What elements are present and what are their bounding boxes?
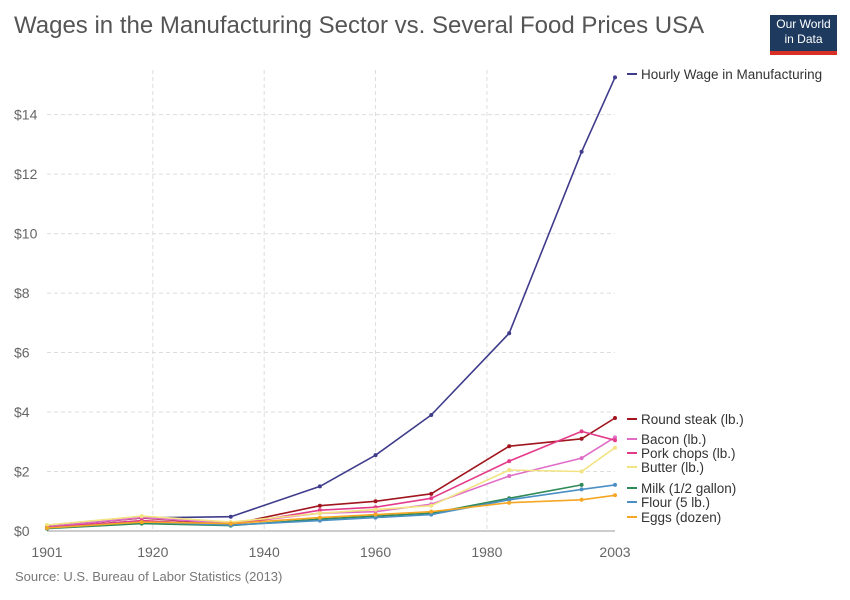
logo-text-line2: in Data [784, 32, 823, 46]
x-tick-label: 2003 [599, 544, 630, 560]
y-tick-label: $0 [14, 523, 30, 539]
data-point-butter-lb [317, 511, 322, 516]
data-point-bacon-lb [579, 456, 584, 461]
x-tick-label: 1920 [137, 544, 168, 560]
x-tick-label: 1940 [249, 544, 280, 560]
legend-label-eggs-dozen: Eggs (dozen) [641, 510, 721, 525]
y-tick-label: $12 [14, 166, 38, 182]
data-point-flour-5-lb [373, 515, 378, 520]
y-tick-label: $8 [14, 285, 30, 301]
legend-label-bacon-lb: Bacon (lb.) [641, 432, 706, 447]
data-point-eggs-dozen [228, 521, 233, 526]
data-point-hourly-wage-in-manufacturing [579, 149, 584, 154]
legend-label-milk-1-2-gallon: Milk (1/2 gallon) [641, 481, 736, 496]
y-tick-label: $10 [14, 226, 38, 242]
series-lines [45, 75, 617, 531]
x-tick-label: 1960 [360, 544, 391, 560]
series-line-hourly-wage-in-manufacturing [46, 77, 616, 528]
data-point-butter-lb [579, 469, 584, 474]
legend: Hourly Wage in Manufacturing Round steak … [627, 67, 822, 525]
data-point-bacon-lb [507, 473, 512, 478]
data-point-flour-5-lb [507, 497, 512, 502]
y-tick-label: $14 [14, 107, 38, 123]
logo-text-line1: Our World [776, 17, 831, 31]
data-point-hourly-wage-in-manufacturing [613, 75, 617, 80]
data-point-hourly-wage-in-manufacturing [228, 514, 233, 519]
data-point-butter-lb [429, 503, 434, 508]
data-point-pork-chops-lb [579, 429, 584, 434]
data-point-bacon-lb [613, 435, 617, 440]
data-point-flour-5-lb [613, 482, 617, 487]
data-point-hourly-wage-in-manufacturing [317, 484, 322, 489]
series-line-eggs-dozen [46, 494, 616, 529]
data-point-round-steak-lb [579, 436, 584, 441]
data-point-eggs-dozen [139, 520, 144, 525]
data-point-hourly-wage-in-manufacturing [507, 331, 512, 336]
data-point-eggs-dozen [317, 515, 322, 520]
data-point-butter-lb [45, 523, 49, 528]
axes: $0 $2 $4 $6 $8 $10 $12 $14 1901 1920 1940 1960 1980 2… [14, 107, 631, 560]
data-point-pork-chops-lb [429, 496, 434, 501]
data-point-eggs-dozen [613, 493, 617, 498]
x-tick-label: 1980 [471, 544, 502, 560]
data-point-pork-chops-lb [317, 508, 322, 513]
data-point-eggs-dozen [373, 512, 378, 517]
data-point-butter-lb [507, 468, 512, 473]
data-point-hourly-wage-in-manufacturing [429, 413, 434, 418]
grid [47, 70, 615, 531]
data-point-eggs-dozen [429, 509, 434, 514]
data-point-eggs-dozen [579, 497, 584, 502]
x-tick-label: 1901 [31, 544, 62, 560]
y-tick-label: $2 [14, 464, 30, 480]
y-tick-label: $6 [14, 345, 30, 361]
legend-label-round-steak-lb: Round steak (lb.) [641, 412, 744, 427]
series-line-bacon-lb [46, 436, 616, 528]
data-point-flour-5-lb [317, 518, 322, 523]
source-note: Source: U.S. Bureau of Labor Statistics … [15, 569, 283, 584]
y-tick-label: $4 [14, 404, 30, 420]
data-point-round-steak-lb [613, 415, 617, 420]
legend-label-butter-lb: Butter (lb.) [641, 460, 704, 475]
legend-label-pork-chops-lb: Pork chops (lb.) [641, 446, 736, 461]
legend-label-flour-5-lb: Flour (5 lb.) [641, 495, 710, 510]
chart-title: Wages in the Manufacturing Sector vs. Se… [14, 12, 705, 39]
data-point-hourly-wage-in-manufacturing [373, 453, 378, 458]
data-point-round-steak-lb [507, 444, 512, 449]
data-point-flour-5-lb [579, 487, 584, 492]
data-point-milk-1-2-gallon [579, 482, 584, 487]
data-point-eggs-dozen [507, 500, 512, 505]
data-point-butter-lb [613, 445, 617, 450]
series-line-milk-1-2-gallon [46, 484, 582, 530]
legend-label-hourly-wage-in-manufacturing: Hourly Wage in Manufacturing [641, 67, 822, 82]
series-line-round-steak-lb [46, 417, 616, 528]
data-point-round-steak-lb [317, 503, 322, 508]
data-point-butter-lb [373, 507, 378, 512]
data-point-round-steak-lb [373, 499, 378, 504]
data-point-flour-5-lb [429, 512, 434, 517]
data-point-round-steak-lb [429, 491, 434, 496]
data-point-pork-chops-lb [613, 438, 617, 443]
data-point-eggs-dozen [45, 526, 49, 531]
data-point-pork-chops-lb [507, 459, 512, 464]
owid-logo[interactable]: Our World in Data [770, 15, 837, 55]
data-point-butter-lb [139, 514, 144, 519]
